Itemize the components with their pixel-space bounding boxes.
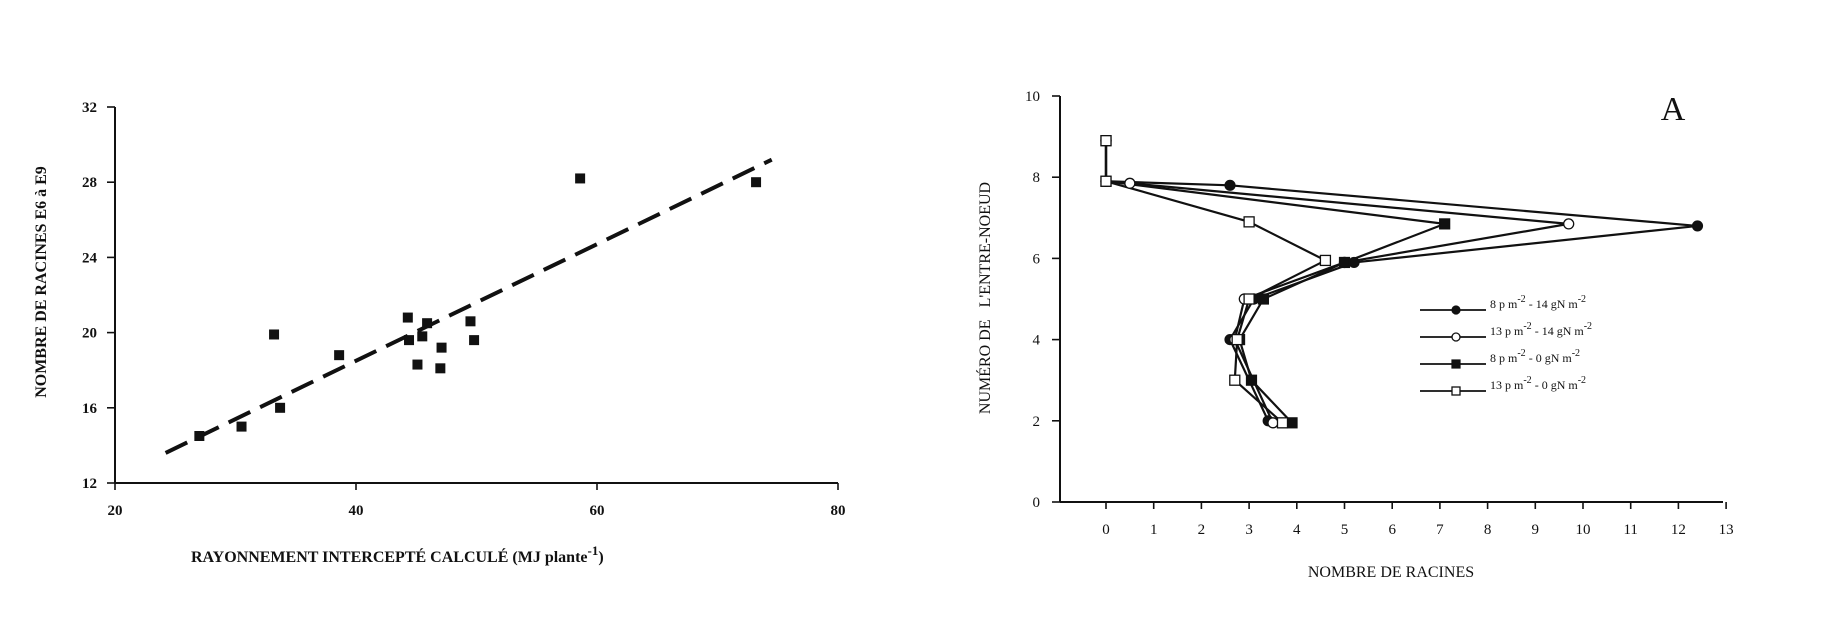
right-x-tick-label: 1 (1150, 522, 1158, 538)
scatter-point (275, 402, 286, 413)
scatter-point (422, 318, 433, 329)
series-point (1231, 333, 1243, 346)
right-y-ticks: 0 2 4 6 8 10 (1025, 89, 1060, 511)
right-y-axis-title: NUMÉRO DE L'ENTRE-NOEUD (975, 182, 994, 414)
left-y-tick-label: 28 (82, 175, 97, 191)
left-x-tick-label: 60 (590, 503, 605, 519)
scatter-point (236, 421, 247, 432)
series-lines (1100, 135, 1704, 429)
scatter-point (751, 177, 762, 188)
right-x-tick-label: 11 (1623, 522, 1637, 538)
legend-marker (1451, 359, 1461, 369)
right-x-tick-label: 13 (1719, 522, 1734, 538)
right-x-tick-label: 12 (1671, 522, 1686, 538)
left-y-tick-label: 32 (82, 100, 97, 116)
series-point (1124, 177, 1136, 189)
scatter-point (435, 363, 446, 374)
series-point (1100, 135, 1112, 147)
scatter-point (417, 331, 428, 342)
legend-entry-label: 13 p m-2 - 14 gN m-2 (1490, 321, 1592, 338)
scatter-point (465, 316, 476, 327)
right-x-tick-label: 10 (1576, 522, 1591, 538)
series-line (1104, 140, 1699, 422)
left-x-tick-label: 40 (349, 503, 364, 519)
scatter-point (269, 329, 280, 340)
right-x-tick-label: 7 (1436, 522, 1444, 538)
scatter-point (404, 335, 415, 346)
series-point (1348, 256, 1360, 269)
left-y-tick-label: 12 (82, 476, 97, 492)
series-point (1276, 417, 1289, 429)
right-x-tick-label: 5 (1341, 522, 1349, 538)
right-y-tick-label: 10 (1025, 89, 1040, 105)
series-line (1104, 140, 1446, 424)
left-y-tick-label: 20 (82, 326, 97, 342)
series-point (1229, 374, 1241, 386)
right-y-tick-label: 2 (1033, 414, 1041, 430)
left-x-tick-label: 80 (831, 503, 846, 519)
series-point (1267, 417, 1279, 429)
right-x-axis-title: NOMBRE DE RACINES (1308, 564, 1474, 581)
series-point (1319, 254, 1332, 267)
right-x-tick-label: 6 (1388, 522, 1396, 538)
right-x-tick-label: 4 (1293, 522, 1301, 538)
left-y-tick-label: 24 (82, 250, 98, 266)
left-x-ticks: 20 40 60 80 (108, 483, 846, 519)
legend-entry-label: 8 p m-2 - 0 gN m-2 (1490, 348, 1580, 365)
legend: 8 p m-2 - 14 gN m-2 13 p m-2 - 14 gN m-2 8… (1420, 294, 1592, 396)
right-x-tick-label: 0 (1102, 522, 1110, 538)
legend-entry-label: 8 p m-2 - 14 gN m-2 (1490, 294, 1586, 311)
right-x-ticks: 0 1 2 3 4 5 6 7 8 9 10 11 12 13 (1102, 502, 1734, 538)
scatter-point (334, 350, 345, 361)
legend-marker (1451, 386, 1461, 396)
left-y-tick-label: 16 (82, 401, 98, 417)
series-point (1224, 179, 1236, 191)
scatter-point (469, 335, 480, 346)
left-y-ticks: 12 16 20 24 28 32 (82, 100, 115, 492)
left-y-axis-title: NOMBRE DE RACINES E6 à E9 (33, 166, 50, 398)
series-point (1257, 293, 1270, 305)
legend-entry-label: 13 p m-2 - 0 gN m-2 (1490, 375, 1586, 392)
panel-label: A (1661, 91, 1686, 128)
series-point (1245, 374, 1258, 386)
right-x-tick-label: 8 (1484, 522, 1492, 538)
right-y-tick-label: 0 (1033, 495, 1041, 511)
left-x-tick-label: 20 (108, 503, 123, 519)
right-x-tick-label: 2 (1198, 522, 1206, 538)
right-x-tick-label: 3 (1245, 522, 1253, 538)
scatter-points (194, 173, 762, 441)
series-point (1286, 417, 1298, 429)
legend-marker (1451, 332, 1461, 342)
left-x-axis-title: RAYONNEMENT INTERCEPTÉ CALCULÉ (MJ plant… (191, 543, 604, 566)
series-point (1439, 218, 1451, 230)
scatter-point (436, 342, 447, 353)
right-y-tick-label: 4 (1033, 333, 1041, 349)
scatter-point (402, 312, 413, 323)
series-point (1691, 220, 1704, 232)
series-point (1243, 216, 1255, 228)
trend-line (164, 157, 773, 455)
scatter-point (412, 359, 423, 370)
series-point (1100, 175, 1112, 187)
legend-marker (1451, 305, 1461, 315)
scatter-point (575, 173, 586, 184)
series-point (1338, 256, 1351, 269)
right-x-tick-label: 9 (1532, 522, 1540, 538)
series-point (1243, 293, 1255, 305)
scatter-point (194, 431, 205, 441)
right-y-tick-label: 8 (1033, 170, 1041, 186)
series-point (1563, 218, 1575, 230)
scatter-panel: 20 40 60 80 12 16 20 24 28 32 NOMBRE DE RACINES … (33, 100, 846, 566)
right-y-tick-label: 6 (1033, 251, 1041, 267)
